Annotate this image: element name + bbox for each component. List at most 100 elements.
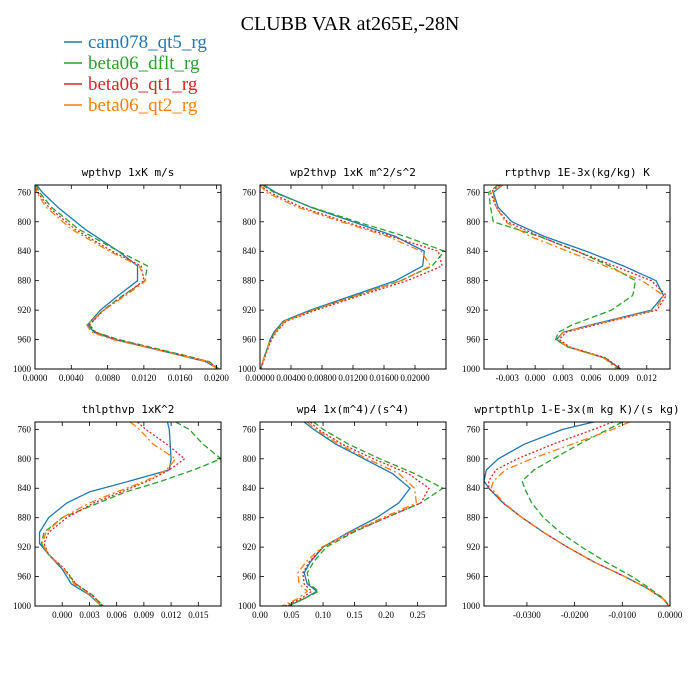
x-tick-label: 0.01600 [369,373,399,383]
x-tick-label: 0.000 [525,373,546,383]
x-tick-label: 0.000 [52,610,73,620]
chart-panels: wpthvp 1xK m/s76080084088092096010000.00… [13,166,683,620]
y-tick-label: 840 [467,246,481,256]
series-group [281,422,444,606]
y-tick-label: 1000 [13,601,32,611]
y-tick-label: 840 [467,483,481,493]
y-tick-label: 840 [18,246,32,256]
series-line-beta06_qt2_rg [490,422,670,606]
x-tick-label: 0.0000 [23,373,48,383]
series-line-beta06_qt1_rg [260,185,443,369]
x-tick-label: 0.0200 [204,373,229,383]
x-tick-label: -0.0300 [513,610,541,620]
series-line-cam078_qt5_rg [288,422,411,606]
x-tick-label: 0.0080 [95,373,120,383]
x-tick-label: 0.00000 [245,373,275,383]
series-line-beta06_qt1_rg [284,422,430,606]
plot-frame [34,421,222,607]
y-tick-label: 760 [18,187,32,197]
x-tick-label: 0.0000 [658,610,683,620]
y-tick-label: 960 [18,572,32,582]
y-tick-label: 800 [467,454,481,464]
y-tick-label: 760 [243,424,257,434]
plot-frame [483,184,671,370]
series-line-beta06_qt1_rg [43,422,186,606]
chart-panel-4: thlpthvp 1xK^2 760 800 840 880 920 960 1000 0.00… [13,403,222,620]
chart-panel-1: wpthvp 1xK m/s76080084088092096010000.00… [13,166,229,383]
y-tick-label: 920 [243,305,257,315]
panel-title: rtpthvp 1E-3x(kg/kg) K [504,166,650,179]
y-tick-label: 880 [467,276,481,286]
x-tick-label: 0.25 [410,610,426,620]
legend-label-beta06_qt2_rg: beta06_qt2_rg [88,95,198,116]
y-tick-label: 1000 [238,601,257,611]
y-tick-label: 960 [467,572,481,582]
series-group [260,185,446,369]
x-tick-label: 0.02000 [400,373,430,383]
series-group [484,422,670,606]
x-tick-label: 0.00 [252,610,268,620]
series-line-beta06_qt1_rg [489,185,667,369]
x-tick-label: 0.15 [347,610,363,620]
x-tick-label: 0.006 [581,373,602,383]
y-tick-label: 880 [243,513,257,523]
y-tick-label: 760 [467,187,481,197]
x-tick-label: 0.01200 [338,373,368,383]
y-tick-label: 1000 [462,364,481,374]
legend: cam078_qt5_rgbeta06_dflt_rgbeta06_qt1_rg… [64,32,207,116]
x-tick-label: -0.0100 [608,610,636,620]
y-tick-label: 840 [243,246,257,256]
plot-frame [34,184,222,370]
y-tick-label: 800 [243,454,257,464]
y-tick-label: 920 [18,542,32,552]
legend-label-beta06_dflt_rg: beta06_dflt_rg [88,53,200,74]
y-tick-label: 920 [18,305,32,315]
y-tick-label: 760 [18,424,32,434]
series-group [35,185,220,369]
x-tick-label: 0.003 [79,610,100,620]
x-tick-label: 0.00800 [307,373,337,383]
y-tick-label: 920 [467,542,481,552]
x-tick-label: 0.05 [284,610,300,620]
legend-label-beta06_qt1_rg: beta06_qt1_rg [88,74,198,95]
panel-title: thlpthvp 1xK^2 [82,403,175,416]
y-tick-label: 920 [243,542,257,552]
y-tick-label: 880 [467,513,481,523]
y-tick-label: 840 [243,483,257,493]
y-tick-label: 880 [18,513,32,523]
x-tick-label: 0.009 [609,373,630,383]
chart-panel-6: wprtpthlp 1-E-3x(m kg K)/(s kg) 760 800 840… [462,403,683,620]
x-tick-label: 0.20 [378,610,394,620]
series-line-beta06_dflt_rg [521,422,670,606]
y-tick-label: 800 [18,454,32,464]
y-tick-label: 760 [467,424,481,434]
y-tick-label: 800 [243,217,257,227]
x-tick-label: 0.0120 [132,373,157,383]
y-tick-label: 800 [18,217,32,227]
legend-label-cam078_qt5_rg: cam078_qt5_rg [88,32,207,53]
series-line-beta06_qt2_rg [41,422,177,606]
plot-frame [483,421,671,607]
y-tick-label: 960 [243,335,257,345]
x-tick-label: 0.00400 [276,373,306,383]
y-tick-label: 1000 [462,601,481,611]
y-tick-label: 880 [18,276,32,286]
x-tick-label: 0.0160 [168,373,193,383]
series-group [38,422,221,606]
chart-panel-3: rtpthvp 1E-3x(kg/kg) K 760 800 840 880 920 960… [462,166,671,383]
x-tick-label: 0.0040 [59,373,84,383]
y-tick-label: 840 [18,483,32,493]
chart-panel-5: wp4 1x(m^4)/(s^4)76080084088092096010000… [238,403,447,620]
plot-frame [259,421,447,607]
panel-title: wprtpthlp 1-E-3x(m kg K)/(s kg) [474,403,679,416]
x-tick-label: 0.015 [188,610,209,620]
y-tick-label: 960 [18,335,32,345]
y-tick-label: 920 [467,305,481,315]
x-tick-label: -0.0200 [561,610,589,620]
y-tick-label: 960 [467,335,481,345]
x-tick-label: 0.012 [637,373,657,383]
y-tick-label: 1000 [238,364,257,374]
x-tick-label: 0.003 [553,373,574,383]
x-tick-label: -0.003 [496,373,520,383]
